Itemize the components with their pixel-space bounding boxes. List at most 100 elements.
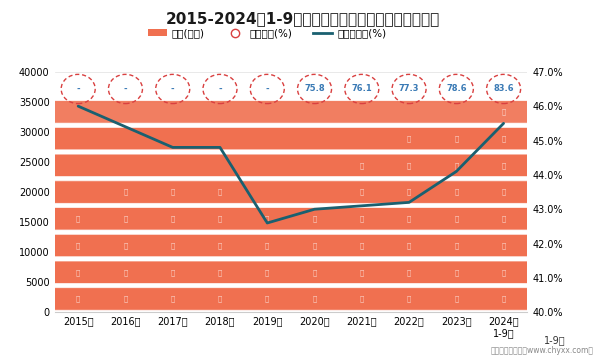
Text: 负: 负 [407, 269, 411, 276]
Circle shape [0, 101, 606, 123]
Circle shape [0, 288, 606, 310]
Circle shape [0, 234, 606, 257]
Circle shape [0, 154, 606, 177]
Text: 77.3: 77.3 [399, 84, 419, 93]
Circle shape [0, 288, 606, 310]
Text: 负: 负 [359, 242, 364, 249]
Circle shape [0, 181, 606, 203]
Text: 制图：智研咨询（www.chyxx.com）: 制图：智研咨询（www.chyxx.com） [491, 346, 594, 355]
Text: 负: 负 [76, 296, 81, 302]
Text: 负: 负 [454, 296, 459, 302]
Circle shape [0, 208, 606, 230]
Circle shape [0, 261, 606, 284]
Circle shape [0, 208, 606, 230]
Circle shape [0, 288, 606, 310]
Text: 负: 负 [123, 296, 128, 302]
Circle shape [0, 127, 606, 150]
Text: -: - [265, 84, 269, 93]
Circle shape [0, 208, 606, 230]
Circle shape [0, 127, 606, 150]
Circle shape [0, 261, 606, 284]
Text: 负: 负 [407, 242, 411, 249]
Text: 负: 负 [407, 162, 411, 169]
Legend: 负债(亿元), 产权比率(%), 资产负债率(%): 负债(亿元), 产权比率(%), 资产负债率(%) [144, 24, 391, 42]
Circle shape [0, 261, 606, 284]
Circle shape [0, 261, 606, 284]
Text: 负: 负 [501, 189, 506, 195]
Circle shape [0, 234, 606, 257]
Circle shape [0, 181, 606, 203]
Text: 负: 负 [218, 242, 222, 249]
Text: 负: 负 [312, 296, 317, 302]
Circle shape [0, 234, 606, 257]
Text: 负: 负 [454, 135, 459, 142]
Text: 负: 负 [501, 296, 506, 302]
Circle shape [0, 208, 606, 230]
Circle shape [0, 208, 606, 230]
Text: 负: 负 [170, 242, 175, 249]
Circle shape [0, 181, 606, 203]
Text: 负: 负 [265, 269, 270, 276]
Text: 负: 负 [218, 189, 222, 195]
Text: 75.8: 75.8 [304, 84, 325, 93]
Text: 负: 负 [359, 296, 364, 302]
Circle shape [0, 181, 606, 203]
Text: 负: 负 [218, 296, 222, 302]
Circle shape [0, 288, 606, 310]
Circle shape [0, 181, 606, 203]
Circle shape [0, 234, 606, 257]
Circle shape [0, 154, 606, 177]
Text: 负: 负 [170, 269, 175, 276]
Text: 负: 负 [454, 242, 459, 249]
Text: 负: 负 [501, 269, 506, 276]
Circle shape [0, 261, 606, 284]
Text: 负: 负 [454, 189, 459, 195]
Text: 负: 负 [454, 269, 459, 276]
Circle shape [0, 288, 606, 310]
Text: 1-9月: 1-9月 [544, 336, 565, 346]
Text: 负: 负 [265, 242, 270, 249]
Text: 78.6: 78.6 [446, 84, 467, 93]
Circle shape [0, 127, 606, 150]
Text: 负: 负 [407, 296, 411, 302]
Circle shape [0, 208, 606, 230]
Text: 负: 负 [170, 189, 175, 195]
Circle shape [0, 288, 606, 310]
Circle shape [0, 261, 606, 284]
Text: 83.6: 83.6 [493, 84, 514, 93]
Circle shape [0, 288, 606, 310]
Text: 负: 负 [170, 296, 175, 302]
Text: 负: 负 [312, 242, 317, 249]
Circle shape [0, 261, 606, 284]
Text: 负: 负 [501, 162, 506, 169]
Text: 负: 负 [123, 189, 128, 195]
Circle shape [0, 181, 606, 203]
Text: 负: 负 [218, 269, 222, 276]
Text: 负: 负 [454, 162, 459, 169]
Text: 负: 负 [76, 215, 81, 222]
Text: 负: 负 [312, 269, 317, 276]
Text: 负: 负 [407, 215, 411, 222]
Text: 负: 负 [407, 189, 411, 195]
Circle shape [0, 261, 606, 284]
Text: 负: 负 [170, 215, 175, 222]
Text: -: - [76, 84, 80, 93]
Circle shape [0, 208, 606, 230]
Text: -: - [171, 84, 175, 93]
Text: 负: 负 [501, 242, 506, 249]
Circle shape [0, 154, 606, 177]
Text: 负: 负 [265, 215, 270, 222]
Text: 负: 负 [76, 269, 81, 276]
Text: 负: 负 [265, 296, 270, 302]
Text: 负: 负 [501, 215, 506, 222]
Text: 2015-2024年1-9月黑色金属矿采选业企业负债统计图: 2015-2024年1-9月黑色金属矿采选业企业负债统计图 [166, 11, 440, 26]
Text: 负: 负 [123, 215, 128, 222]
Text: 负: 负 [454, 215, 459, 222]
Text: 负: 负 [359, 189, 364, 195]
Text: 负: 负 [359, 162, 364, 169]
Text: 76.1: 76.1 [351, 84, 372, 93]
Text: 负: 负 [312, 215, 317, 222]
Circle shape [0, 234, 606, 257]
Circle shape [0, 234, 606, 257]
Circle shape [0, 234, 606, 257]
